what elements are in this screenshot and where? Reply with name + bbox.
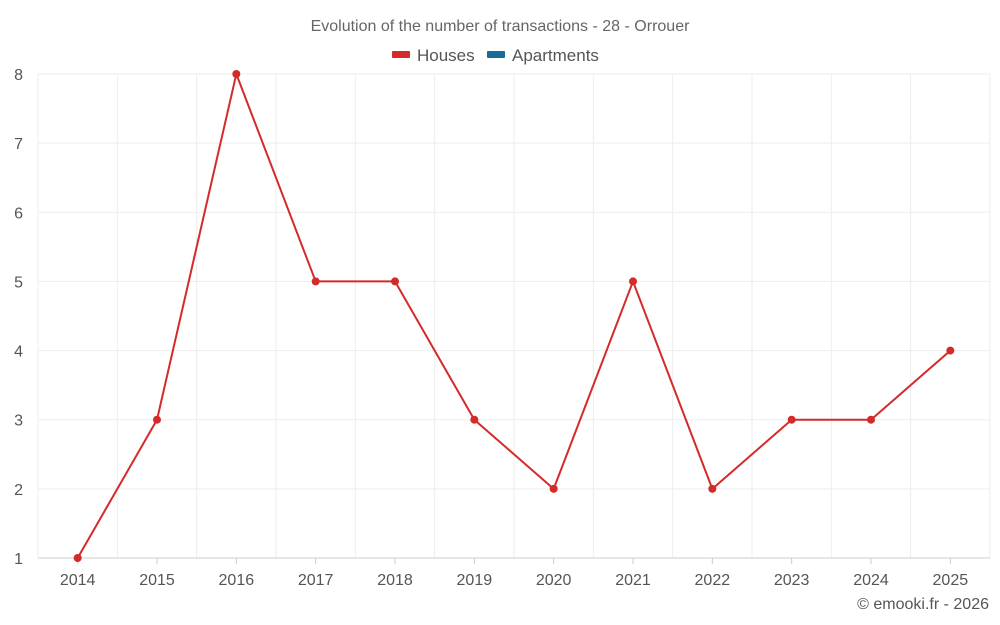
- footer-credit: © emooki.fr - 2026: [857, 596, 989, 613]
- legend-label-houses[interactable]: Houses: [417, 46, 475, 65]
- data-point[interactable]: [867, 415, 875, 424]
- x-tick-label: 2023: [774, 572, 810, 589]
- y-tick-label: 3: [14, 413, 23, 430]
- legend-label-apartments[interactable]: Apartments: [512, 46, 599, 65]
- legend-swatch-houses[interactable]: [392, 51, 410, 58]
- x-tick-label: 2020: [536, 572, 572, 589]
- x-tick-label: 2016: [219, 572, 255, 589]
- y-tick-label: 7: [14, 136, 23, 153]
- x-tick-label: 2025: [933, 572, 969, 589]
- data-point[interactable]: [549, 484, 558, 493]
- axes: 1 2 3 4 5 6 7 8 2014 2015 2016 2017 2018 2019 2020 2021…: [14, 67, 990, 589]
- y-tick-label: 2: [14, 482, 23, 499]
- y-tick-label: 8: [14, 67, 23, 84]
- data-point[interactable]: [153, 415, 161, 424]
- data-point[interactable]: [629, 277, 637, 286]
- x-tick-label: 2021: [615, 572, 651, 589]
- data-point[interactable]: [311, 277, 320, 286]
- x-tick-label: 2015: [139, 572, 175, 589]
- x-tick-label: 2014: [60, 572, 96, 589]
- legend-swatch-apartments[interactable]: [487, 51, 505, 58]
- data-point[interactable]: [73, 554, 82, 562]
- grid: [37, 73, 991, 558]
- chart-title: Evolution of the number of transactions …: [311, 18, 691, 35]
- data-point[interactable]: [787, 415, 796, 424]
- data-point[interactable]: [470, 415, 479, 424]
- data-point[interactable]: [391, 277, 399, 286]
- x-tick-label: 2022: [695, 572, 731, 589]
- y-tick-label: 5: [14, 274, 23, 291]
- x-tick-label: 2018: [377, 572, 413, 589]
- x-tick-label: 2024: [853, 572, 889, 589]
- series-line-houses: [76, 73, 951, 559]
- series: [73, 70, 955, 562]
- legend: Houses Apartments: [392, 46, 599, 65]
- data-point[interactable]: [232, 70, 241, 78]
- y-tick-label: 4: [14, 344, 23, 361]
- x-tick-label: 2017: [298, 572, 334, 589]
- data-point[interactable]: [708, 484, 717, 493]
- y-tick-label: 1: [14, 551, 23, 568]
- y-tick-label: 6: [14, 205, 23, 222]
- data-point[interactable]: [946, 346, 955, 355]
- x-tick-label: 2019: [457, 572, 493, 589]
